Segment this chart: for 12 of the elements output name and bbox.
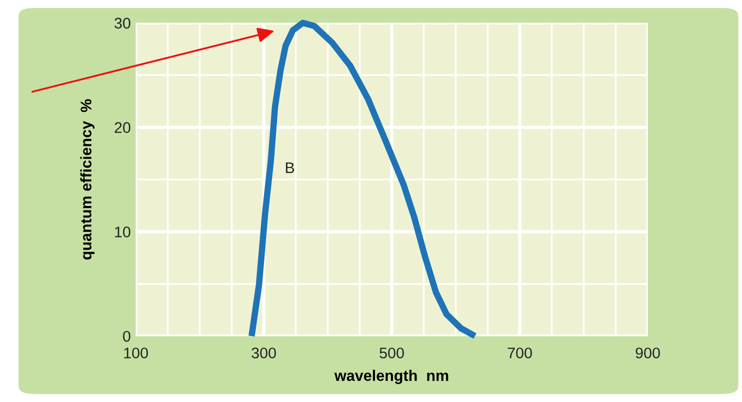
y-axis-title: quantum efficiency % xyxy=(80,99,94,260)
x-tick-label: 100 xyxy=(124,348,148,358)
y-tick-label: 30 xyxy=(114,18,130,29)
y-tick-label: 10 xyxy=(115,226,130,238)
y-tick-label: 20 xyxy=(114,122,130,133)
x-tick-label: 300 xyxy=(252,348,276,358)
y-tick-label: 0 xyxy=(123,330,130,342)
x-tick-label: 700 xyxy=(508,348,532,358)
x-tick-label: 900 xyxy=(636,348,660,358)
x-axis-title: wavelength nm xyxy=(334,370,448,384)
series-label: B xyxy=(286,162,294,173)
x-tick-label: 500 xyxy=(380,348,404,358)
